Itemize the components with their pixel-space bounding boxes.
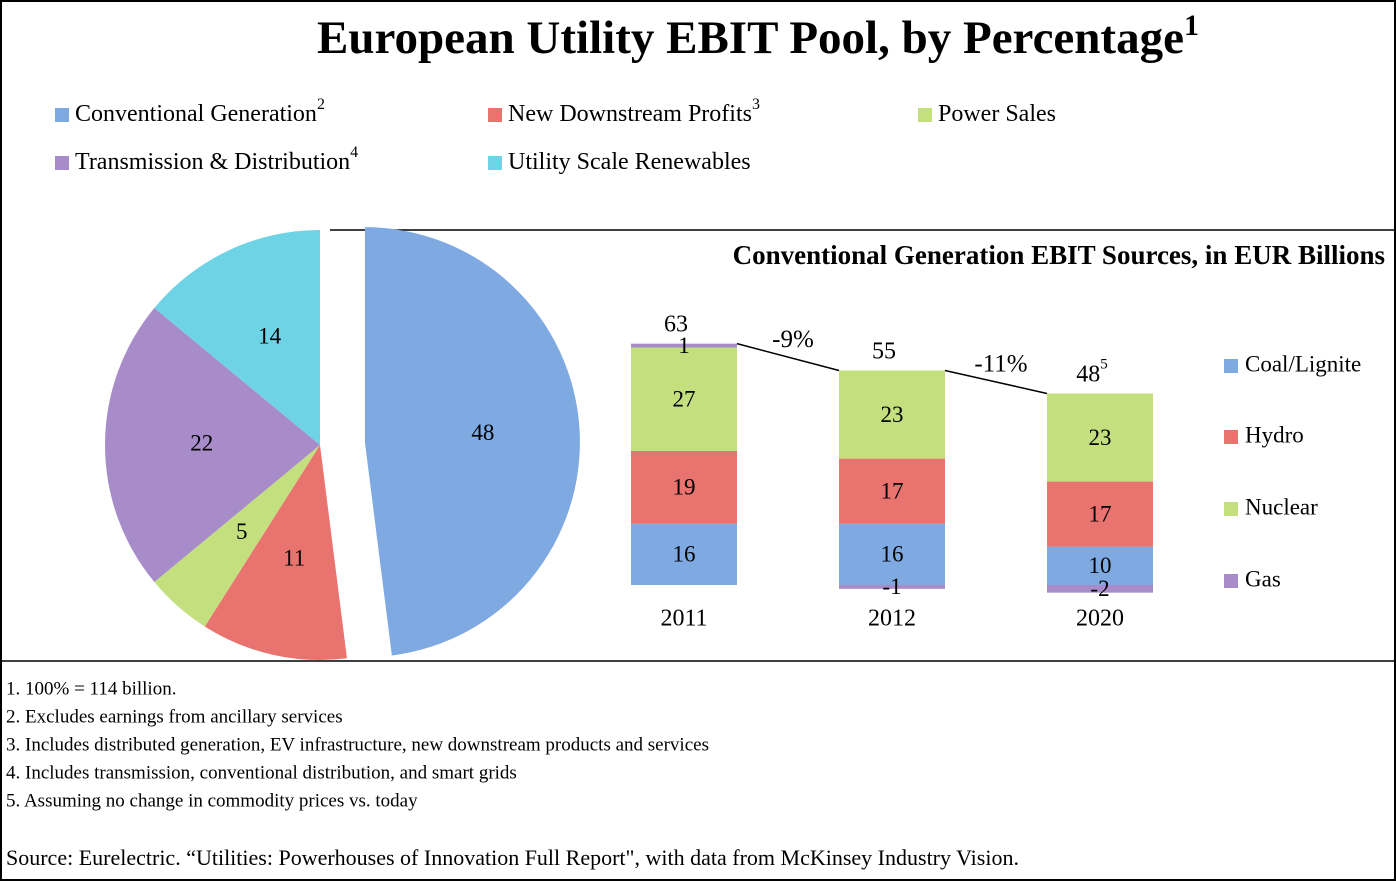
total-label-note: 5 bbox=[1100, 357, 1108, 373]
bar-segment bbox=[1047, 481, 1153, 547]
legend-label-note: 2 bbox=[317, 96, 325, 113]
legend-label: Nuclear bbox=[1245, 494, 1318, 519]
bar-segment bbox=[839, 458, 945, 524]
segment-label: 23 bbox=[881, 402, 904, 427]
bar-segment bbox=[631, 450, 737, 524]
segment-label: 23 bbox=[1089, 425, 1112, 450]
source: Source: Eurelectric. “Utilities: Powerho… bbox=[6, 845, 1019, 870]
segment-label: -1 bbox=[882, 574, 901, 599]
change-connector bbox=[944, 369, 1048, 395]
slice-label: 11 bbox=[283, 546, 305, 571]
segment-label: 27 bbox=[673, 386, 696, 411]
segment-label: 1 bbox=[678, 333, 690, 358]
bar-segment bbox=[631, 347, 737, 451]
legend-swatch bbox=[488, 108, 502, 122]
bar-segment bbox=[839, 523, 945, 586]
legend-label-text: New Downstream Profits bbox=[508, 101, 752, 127]
legend-swatch bbox=[55, 108, 69, 122]
legend-label: Conventional Generation2 bbox=[75, 96, 325, 127]
pie-slice bbox=[364, 227, 580, 656]
legend-label: Utility Scale Renewables bbox=[508, 149, 751, 175]
segment-label: 16 bbox=[881, 542, 904, 567]
bar-segment bbox=[839, 585, 945, 589]
legend-label-text: Conventional Generation bbox=[75, 101, 317, 127]
legend-label-note: 4 bbox=[350, 144, 358, 161]
bar-segment bbox=[839, 370, 945, 459]
total-label: 63 bbox=[664, 311, 688, 337]
legend-label-text: Transmission & Distribution bbox=[75, 149, 350, 175]
slice-label: 48 bbox=[471, 420, 494, 445]
pie-slice bbox=[154, 445, 320, 627]
footnote: 2. Excludes earnings from ancillary serv… bbox=[6, 706, 343, 727]
segment-label: -2 bbox=[1090, 576, 1109, 601]
pie-slice bbox=[204, 445, 347, 660]
legend-label: Transmission & Distribution4 bbox=[75, 144, 358, 175]
slice-label: 22 bbox=[190, 430, 213, 455]
legend-label-text: Power Sales bbox=[938, 101, 1056, 127]
legend-swatch bbox=[1224, 430, 1238, 444]
title-text: European Utility EBIT Pool, by Percentag… bbox=[317, 12, 1184, 64]
x-tick-label: 2012 bbox=[868, 606, 916, 632]
legend-swatch bbox=[1224, 502, 1238, 516]
footnote: 4. Includes transmission, conventional d… bbox=[6, 762, 517, 783]
legend-label-note: 3 bbox=[752, 96, 760, 113]
bar-segment bbox=[631, 523, 737, 586]
legend-swatch bbox=[1224, 574, 1238, 588]
change-label: -11% bbox=[974, 351, 1027, 378]
legend-swatch bbox=[1224, 359, 1238, 373]
footnote: 3. Includes distributed generation, EV i… bbox=[6, 734, 709, 755]
legend-label: New Downstream Profits3 bbox=[508, 96, 760, 127]
legend-swatch bbox=[918, 108, 932, 122]
pie-slice bbox=[104, 307, 320, 583]
legend-label: Gas bbox=[1245, 566, 1281, 591]
slice-label: 5 bbox=[236, 519, 248, 544]
x-tick-label: 2020 bbox=[1076, 606, 1124, 632]
segment-label: 17 bbox=[1089, 501, 1112, 526]
segment-label: 17 bbox=[881, 478, 904, 503]
change-connector bbox=[736, 342, 840, 372]
total-label: 485 bbox=[1076, 357, 1108, 387]
total-label-text: 48 bbox=[1076, 361, 1100, 387]
title-note: 1 bbox=[1184, 9, 1199, 42]
segment-label: 10 bbox=[1089, 553, 1112, 578]
segment-label: 19 bbox=[673, 475, 696, 500]
footnote: 5. Assuming no change in commodity price… bbox=[6, 790, 418, 811]
slice-label: 14 bbox=[258, 323, 282, 348]
bar-segment bbox=[1047, 585, 1153, 593]
pie-slice bbox=[154, 230, 320, 445]
segment-label: 16 bbox=[673, 542, 696, 567]
total-label-text: 55 bbox=[872, 338, 896, 364]
legend-label-text: Utility Scale Renewables bbox=[508, 149, 751, 175]
bar-segment bbox=[1047, 546, 1153, 586]
legend-swatch bbox=[55, 156, 69, 170]
x-tick-label: 2011 bbox=[660, 606, 707, 632]
legend-label: Power Sales bbox=[938, 101, 1056, 127]
legend-swatch bbox=[488, 156, 502, 170]
change-label: -9% bbox=[772, 326, 814, 353]
total-label: 55 bbox=[872, 338, 896, 364]
bar-segment bbox=[1047, 393, 1153, 482]
total-label-text: 63 bbox=[664, 311, 688, 337]
legend-label: Hydro bbox=[1245, 422, 1304, 447]
footnote: 1. 100% = 114 billion. bbox=[6, 678, 176, 699]
legend-label: Coal/Lignite bbox=[1245, 351, 1361, 376]
bar-segment bbox=[631, 343, 737, 348]
inset-title: Conventional Generation EBIT Sources, in… bbox=[733, 240, 1385, 270]
chart-title: European Utility EBIT Pool, by Percentag… bbox=[317, 9, 1199, 64]
